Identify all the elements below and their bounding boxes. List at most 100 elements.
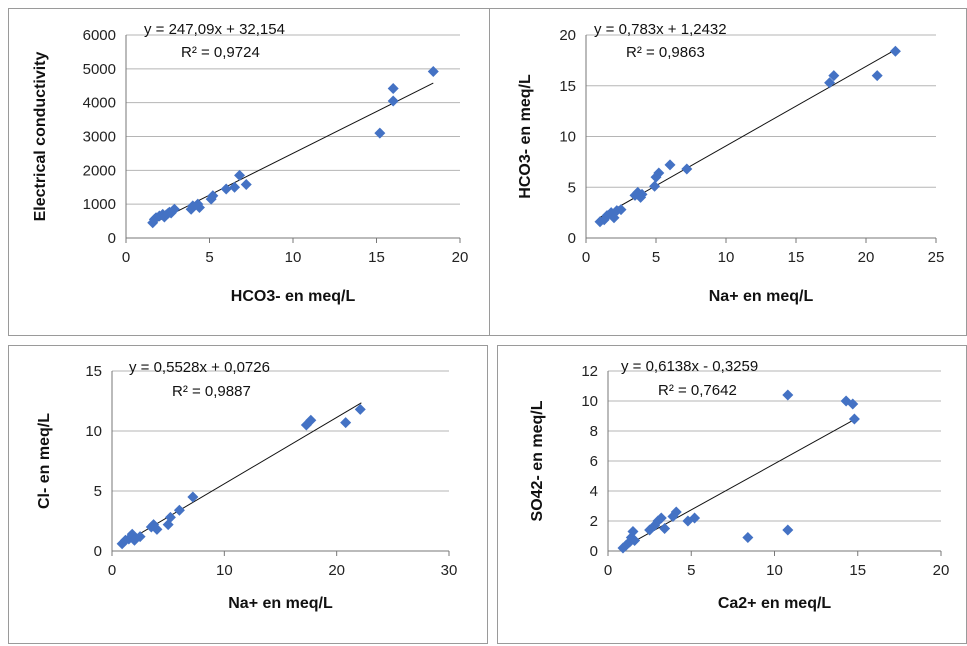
data-point <box>605 207 617 219</box>
x-tick-label: 5 <box>652 249 660 266</box>
data-point <box>387 82 399 94</box>
y-axis-label: Electrical conductivity <box>32 51 49 221</box>
data-point <box>655 512 667 524</box>
data-point <box>649 180 661 192</box>
data-point <box>828 70 840 82</box>
data-point <box>354 403 366 415</box>
x-tick-label: 10 <box>766 562 783 579</box>
x-tick-label: 25 <box>928 249 945 266</box>
data-point <box>340 417 352 429</box>
y-tick-label: 15 <box>559 78 576 95</box>
r-squared-label: R² = 0,9863 <box>626 44 705 61</box>
data-point <box>670 506 682 518</box>
chart-panel-hco3-vs-na: 0 5 10 15 20 0 5 10 15 20 25 y = 0,783x + 1,2432 R² … <box>489 8 967 336</box>
x-tick-label: 20 <box>328 562 345 579</box>
x-tick-label: 0 <box>604 562 612 579</box>
data-point <box>193 202 205 214</box>
x-tick-label: 15 <box>849 562 866 579</box>
trendline <box>120 402 362 546</box>
data-point <box>782 389 794 401</box>
data-point <box>653 167 665 179</box>
data-point <box>187 491 199 503</box>
y-tick-label: 10 <box>581 393 598 410</box>
data-point <box>636 188 648 200</box>
data-point <box>627 526 639 537</box>
y-tick-label: 4000 <box>83 95 116 112</box>
x-tick-label: 10 <box>285 249 302 266</box>
data-point <box>652 515 664 527</box>
y-tick-label: 10 <box>559 129 576 146</box>
data-point <box>387 95 399 107</box>
x-tick-label: 0 <box>122 249 130 266</box>
data-point <box>664 159 676 171</box>
x-tick-label: 0 <box>108 562 116 579</box>
trendline <box>599 48 898 218</box>
chart-panel-cl-vs-na: 0 5 10 15 0 10 20 30 y = 0,5528x + 0,0726 R² = 0,… <box>8 345 488 644</box>
x-axis-label: HCO3- en meq/L <box>231 288 356 305</box>
data-point <box>427 66 439 78</box>
data-point <box>824 77 836 89</box>
y-tick-label: 6000 <box>83 27 116 44</box>
y-tick-label: 2 <box>590 513 598 530</box>
trendline-equation: y = 0,783x + 1,2432 <box>594 21 727 38</box>
data-point <box>134 531 146 543</box>
data-point <box>151 523 163 535</box>
x-tick-label: 30 <box>441 562 458 579</box>
data-point <box>659 523 671 534</box>
y-tick-label: 0 <box>94 543 102 560</box>
y-tick-label: 20 <box>559 27 576 44</box>
data-point <box>374 127 386 139</box>
y-tick-label: 4 <box>590 483 598 500</box>
data-point <box>123 533 135 545</box>
data-point <box>126 528 138 540</box>
data-point <box>164 511 176 523</box>
y-tick-label: 5 <box>568 179 576 196</box>
x-tick-label: 0 <box>582 249 590 266</box>
y-tick-label: 1000 <box>83 196 116 213</box>
trendline <box>624 419 855 548</box>
trendline <box>152 82 434 224</box>
data-point <box>234 169 246 181</box>
r-squared-label: R² = 0,9724 <box>181 44 260 61</box>
chart-cl-vs-na: 0 5 10 15 0 10 20 30 y = 0,5528x + 0,0726 R² = 0,… <box>36 359 458 612</box>
data-point <box>847 398 859 410</box>
data-point <box>162 519 174 531</box>
data-point <box>165 207 177 219</box>
x-tick-label: 15 <box>788 249 805 266</box>
data-point <box>629 535 641 546</box>
data-point <box>305 414 317 426</box>
trendline-equation: y = 0,5528x + 0,0726 <box>129 359 270 376</box>
y-tick-label: 0 <box>108 230 116 247</box>
y-tick-label: 15 <box>85 363 102 380</box>
chart-hco3-vs-na: 0 5 10 15 20 0 5 10 15 20 25 y = 0,783x + 1,2432 R² … <box>517 21 945 305</box>
x-tick-label: 5 <box>687 562 695 579</box>
chart-panel-so4-vs-ca: 0 2 4 6 8 10 12 0 5 10 15 20 y = 0,6138x - 0,3259 R² … <box>497 345 967 644</box>
data-point <box>681 163 693 175</box>
data-point <box>624 536 636 548</box>
r-squared-label: R² = 0,9887 <box>172 383 251 400</box>
y-tick-label: 2000 <box>83 162 116 179</box>
data-point <box>240 179 252 191</box>
y-tick-label: 6 <box>590 453 598 470</box>
data-point <box>871 70 883 82</box>
x-axis-label: Na+ en meq/L <box>228 595 333 612</box>
data-point <box>220 183 232 195</box>
data-point <box>598 214 610 226</box>
data-point <box>889 45 901 57</box>
y-axis-label: Cl- en meq/L <box>36 413 53 509</box>
x-axis-label: Na+ en meq/L <box>709 288 814 305</box>
x-tick-label: 5 <box>205 249 213 266</box>
data-point <box>229 181 241 193</box>
data-point <box>615 204 627 216</box>
x-tick-label: 20 <box>858 249 875 266</box>
y-axis-label: HCO3- en meq/L <box>517 74 534 199</box>
x-tick-label: 15 <box>368 249 385 266</box>
x-tick-label: 10 <box>718 249 735 266</box>
y-tick-label: 5000 <box>83 61 116 78</box>
y-tick-label: 0 <box>568 230 576 247</box>
x-tick-label: 10 <box>216 562 233 579</box>
trendline-equation: y = 247,09x + 32,154 <box>144 21 285 38</box>
chart-ec-vs-hco3: 0 1000 2000 3000 4000 5000 6000 0 5 10 15 20 y = 247… <box>32 21 468 305</box>
y-tick-label: 10 <box>85 423 102 440</box>
data-point <box>742 532 754 543</box>
